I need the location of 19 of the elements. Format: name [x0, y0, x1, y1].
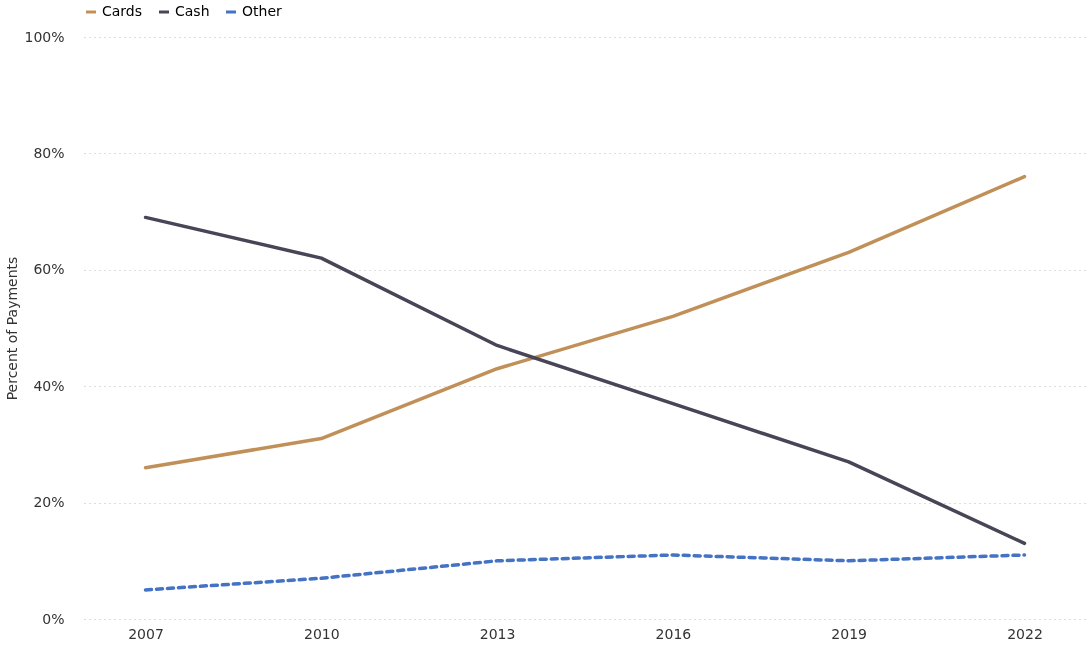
x-tick-label: 2013 — [479, 625, 516, 642]
y-tick-label: 100% — [24, 28, 65, 45]
x-tick-label: 2019 — [831, 625, 867, 642]
y-tick-label: 40% — [33, 377, 65, 394]
x-tick-label: 2016 — [655, 625, 692, 642]
line-series — [143, 553, 1027, 592]
line-series — [143, 215, 1027, 546]
y-tick-label: 0% — [42, 610, 65, 627]
legend-label: Cash — [175, 3, 210, 19]
legend-label: Cards — [102, 3, 143, 19]
y-tick-label: 20% — [33, 494, 65, 511]
x-tick-label: 2022 — [1007, 625, 1043, 642]
legend-label: Other — [242, 3, 282, 19]
y-tick-label: 60% — [33, 261, 65, 278]
y-tick-label: 80% — [33, 144, 65, 161]
x-tick-label: 2007 — [128, 625, 164, 642]
x-tick-label: 2010 — [304, 625, 340, 642]
line-series — [143, 174, 1027, 470]
y-axis-title: Percent of Payments — [4, 256, 21, 401]
